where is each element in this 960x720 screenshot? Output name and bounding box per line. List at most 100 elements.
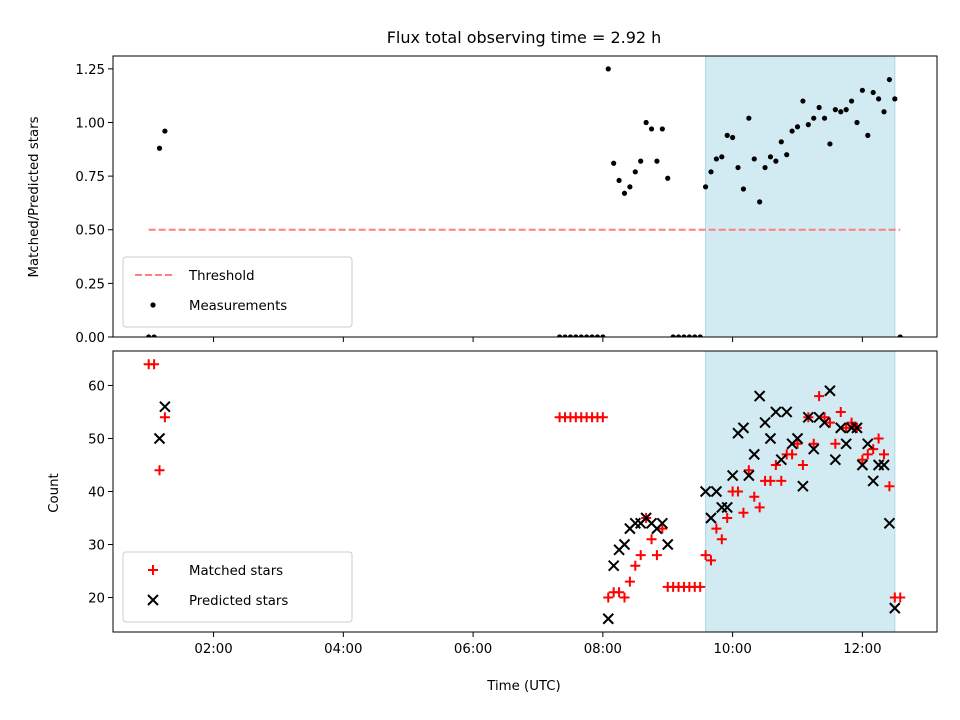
bottom-y-tick-label: 30 <box>88 539 105 554</box>
predicted-stars-point <box>808 443 820 455</box>
matched-stars-point <box>873 433 884 444</box>
measurements-point <box>865 132 871 138</box>
measurements-point <box>740 186 747 192</box>
bottom-panel: Count Time (UTC) 02:00 04:00 06:00 08:00 10:… <box>47 350 938 694</box>
predicted-stars-point <box>705 512 717 524</box>
measurements-point <box>881 109 887 115</box>
measurements-point <box>692 334 698 337</box>
measurements-point <box>665 175 671 181</box>
predicted-stars-point <box>159 400 171 413</box>
measurements-point <box>838 109 844 115</box>
matched-stars-point <box>635 550 646 561</box>
matched-stars-point <box>787 449 798 460</box>
measurements-point <box>821 115 828 121</box>
matched-stars-point <box>743 465 754 476</box>
measurements-point <box>892 96 898 102</box>
chart-title: Flux total observing time = 2.92 h <box>387 28 662 47</box>
measurements-point <box>854 119 860 126</box>
measurements-point <box>600 334 606 337</box>
measurements-point <box>605 66 611 72</box>
bottom-y-tick-label: 40 <box>88 486 105 501</box>
measurements-point <box>686 334 692 337</box>
matched-stars-point <box>624 576 635 587</box>
measurements-point <box>594 334 601 337</box>
top-y-tick-label: 0.25 <box>75 277 105 292</box>
matched-stars-point <box>749 491 760 502</box>
predicted-stars-point <box>878 459 890 471</box>
predicted-stars-point <box>699 485 712 498</box>
matched-stars-point <box>149 359 160 370</box>
matched-stars-point <box>846 417 857 428</box>
measurements-point <box>886 76 893 83</box>
predicted-stars-point <box>829 453 842 466</box>
measurements-point <box>638 158 644 164</box>
x-tick-label: 12:00 <box>843 642 881 657</box>
x-tick-label: 08:00 <box>584 642 622 657</box>
measurements-point <box>151 334 157 337</box>
measurements-point <box>827 141 833 147</box>
measurements-point <box>773 158 779 164</box>
measurements-point <box>557 334 563 337</box>
measurements-point <box>632 169 638 175</box>
matched-stars-point <box>651 550 662 561</box>
measurements-point <box>724 132 730 138</box>
measurements-point <box>784 152 790 158</box>
matched-stars-point <box>879 449 890 460</box>
predicted-stars-point <box>824 385 836 397</box>
matched-stars-point <box>159 412 170 423</box>
measurements-point <box>751 156 757 162</box>
matched-stars-point <box>819 412 830 423</box>
top-shaded-region <box>705 55 896 338</box>
legend-threshold-label: Threshold <box>188 269 255 284</box>
bottom-y-tick-label: 60 <box>88 379 105 394</box>
matched-stars-point <box>630 560 641 571</box>
predicted-stars-point <box>662 538 674 551</box>
measurements-point <box>778 139 784 145</box>
measurements-point <box>843 107 849 113</box>
matched-stars-point <box>792 438 803 449</box>
measurements-point <box>675 334 682 337</box>
predicted-stars-point <box>802 411 815 423</box>
matched-stars-point <box>657 523 668 534</box>
top-y-axis-label: Matched/Predicted stars <box>27 116 42 277</box>
legend-measurements-label: Measurements <box>189 299 287 314</box>
measurements-point <box>584 334 590 337</box>
predicted-stars-point <box>607 560 620 572</box>
matched-stars-point <box>614 587 625 598</box>
matched-stars-point <box>646 534 657 545</box>
bottom-legend <box>122 551 353 623</box>
predicted-stars-point <box>618 538 631 551</box>
matched-stars-point <box>722 513 733 524</box>
measurements-point <box>767 154 774 160</box>
predicted-stars-point <box>743 469 755 482</box>
legend-predicted-stars-swatch <box>147 594 159 606</box>
matched-stars-point <box>895 592 906 603</box>
matched-stars-point <box>705 555 716 566</box>
matched-stars-point <box>835 406 846 417</box>
bottom-y-axis-label: Count <box>47 473 62 513</box>
measurements-point <box>870 89 876 96</box>
measurements-point <box>654 158 660 164</box>
legend-matched-stars-swatch <box>148 565 158 575</box>
measurements-point <box>730 134 736 141</box>
matched-stars-point <box>868 444 879 455</box>
predicted-stars-point <box>753 390 766 402</box>
predicted-stars-point <box>775 453 787 466</box>
predicted-stars-point <box>840 438 852 450</box>
matched-stars-point <box>603 592 614 603</box>
predicted-stars-point <box>889 602 901 614</box>
measurements-point <box>762 164 768 171</box>
measurements-point <box>713 156 720 162</box>
x-tick-label: 10:00 <box>713 642 751 657</box>
legend-matched-stars-label: Matched stars <box>189 564 283 579</box>
measurements-point <box>573 334 579 337</box>
matched-stars-point <box>797 459 808 470</box>
matched-stars-point <box>733 486 744 497</box>
matched-stars-point <box>884 481 895 492</box>
top-y-tick-label: 0.00 <box>75 331 105 346</box>
matched-stars-point <box>770 459 781 470</box>
predicted-stars-point <box>602 613 614 625</box>
predicted-stars-point <box>883 517 896 530</box>
measurements-point <box>702 184 709 190</box>
bottom-axes-frame <box>112 350 938 633</box>
